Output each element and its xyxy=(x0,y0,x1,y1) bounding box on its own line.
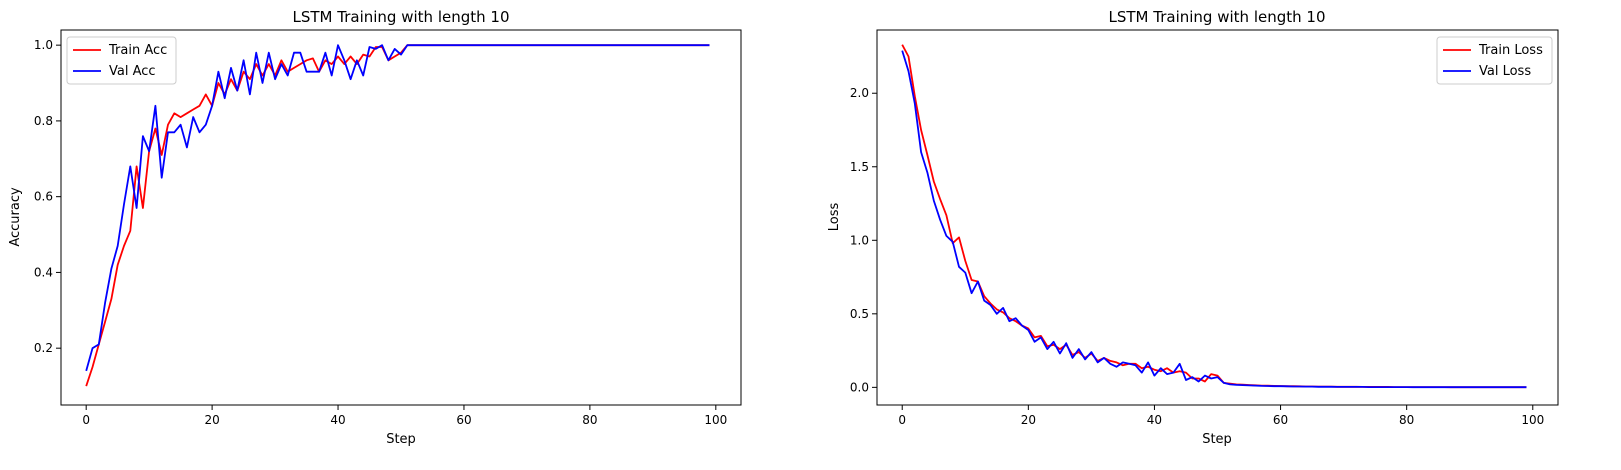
accuracy-y-axis-label: Accuracy xyxy=(8,187,23,247)
legend-val-acc-label: Val Acc xyxy=(109,64,156,79)
loss-y-axis-label: Loss xyxy=(827,203,842,232)
accuracy-y-tick-label: 0.2 xyxy=(34,341,53,355)
loss-legend-box xyxy=(1436,36,1553,85)
loss-x-tick-label: 100 xyxy=(1521,413,1544,427)
accuracy-x-tick-label: 80 xyxy=(582,413,597,427)
accuracy-x-tick-label: 20 xyxy=(204,413,219,427)
loss-x-tick-label: 60 xyxy=(1273,413,1288,427)
accuracy-x-tick-label: 0 xyxy=(82,413,90,427)
loss-x-tick-label: 80 xyxy=(1399,413,1414,427)
accuracy-x-axis-label: Step xyxy=(386,432,416,447)
accuracy-y-tick-label: 1.0 xyxy=(34,38,53,52)
loss-y-ticks: 0.0 0.5 1.0 1.5 2.0 xyxy=(850,86,877,394)
accuracy-y-tick-label: 0.6 xyxy=(34,190,53,204)
loss-y-tick-label: 0.0 xyxy=(850,380,869,394)
train-loss-series-line xyxy=(901,44,1527,389)
legend-val-loss-label: Val Loss xyxy=(1479,64,1531,79)
loss-chart-title: LSTM Training with length 10 xyxy=(1109,8,1326,26)
train-acc-series-line xyxy=(85,44,710,387)
val-loss-series-line xyxy=(901,50,1527,389)
accuracy-x-tick-label: 40 xyxy=(330,413,345,427)
accuracy-legend: Train Acc Val Acc xyxy=(66,36,177,85)
accuracy-plot-frame xyxy=(60,29,742,406)
loss-x-tick-label: 40 xyxy=(1147,413,1162,427)
loss-plot-frame xyxy=(876,29,1559,406)
loss-chart: 0 20 40 60 80 100 0.0 0.5 1.0 1.5 2.0 LSTM Traini… xyxy=(827,8,1559,447)
loss-legend: Train Loss Val Loss xyxy=(1436,36,1553,85)
loss-x-tick-label: 0 xyxy=(898,413,906,427)
accuracy-chart: 0 20 40 60 80 100 0.2 0.4 0.6 0.8 1.0 LSTM Traini… xyxy=(8,8,742,447)
accuracy-chart-title: LSTM Training with length 10 xyxy=(293,8,510,26)
accuracy-x-tick-label: 100 xyxy=(704,413,727,427)
loss-x-axis-label: Step xyxy=(1202,432,1232,447)
accuracy-y-tick-label: 0.4 xyxy=(34,265,53,279)
loss-y-tick-label: 0.5 xyxy=(850,307,869,321)
accuracy-legend-box xyxy=(66,36,177,85)
accuracy-y-ticks: 0.2 0.4 0.6 0.8 1.0 xyxy=(34,38,61,355)
legend-train-acc-label: Train Acc xyxy=(108,43,167,58)
loss-x-tick-label: 20 xyxy=(1021,413,1036,427)
legend-train-loss-label: Train Loss xyxy=(1478,43,1543,58)
accuracy-x-ticks: 0 20 40 60 80 100 xyxy=(82,405,727,427)
loss-plot-lines xyxy=(901,44,1527,389)
val-acc-series-line xyxy=(85,44,710,372)
loss-y-tick-label: 1.5 xyxy=(850,160,869,174)
loss-y-tick-label: 1.0 xyxy=(850,233,869,247)
accuracy-plot-lines xyxy=(85,44,710,387)
accuracy-y-tick-label: 0.8 xyxy=(34,114,53,128)
loss-x-ticks: 0 20 40 60 80 100 xyxy=(898,405,1544,427)
accuracy-x-tick-label: 60 xyxy=(456,413,471,427)
loss-y-tick-label: 2.0 xyxy=(850,86,869,100)
